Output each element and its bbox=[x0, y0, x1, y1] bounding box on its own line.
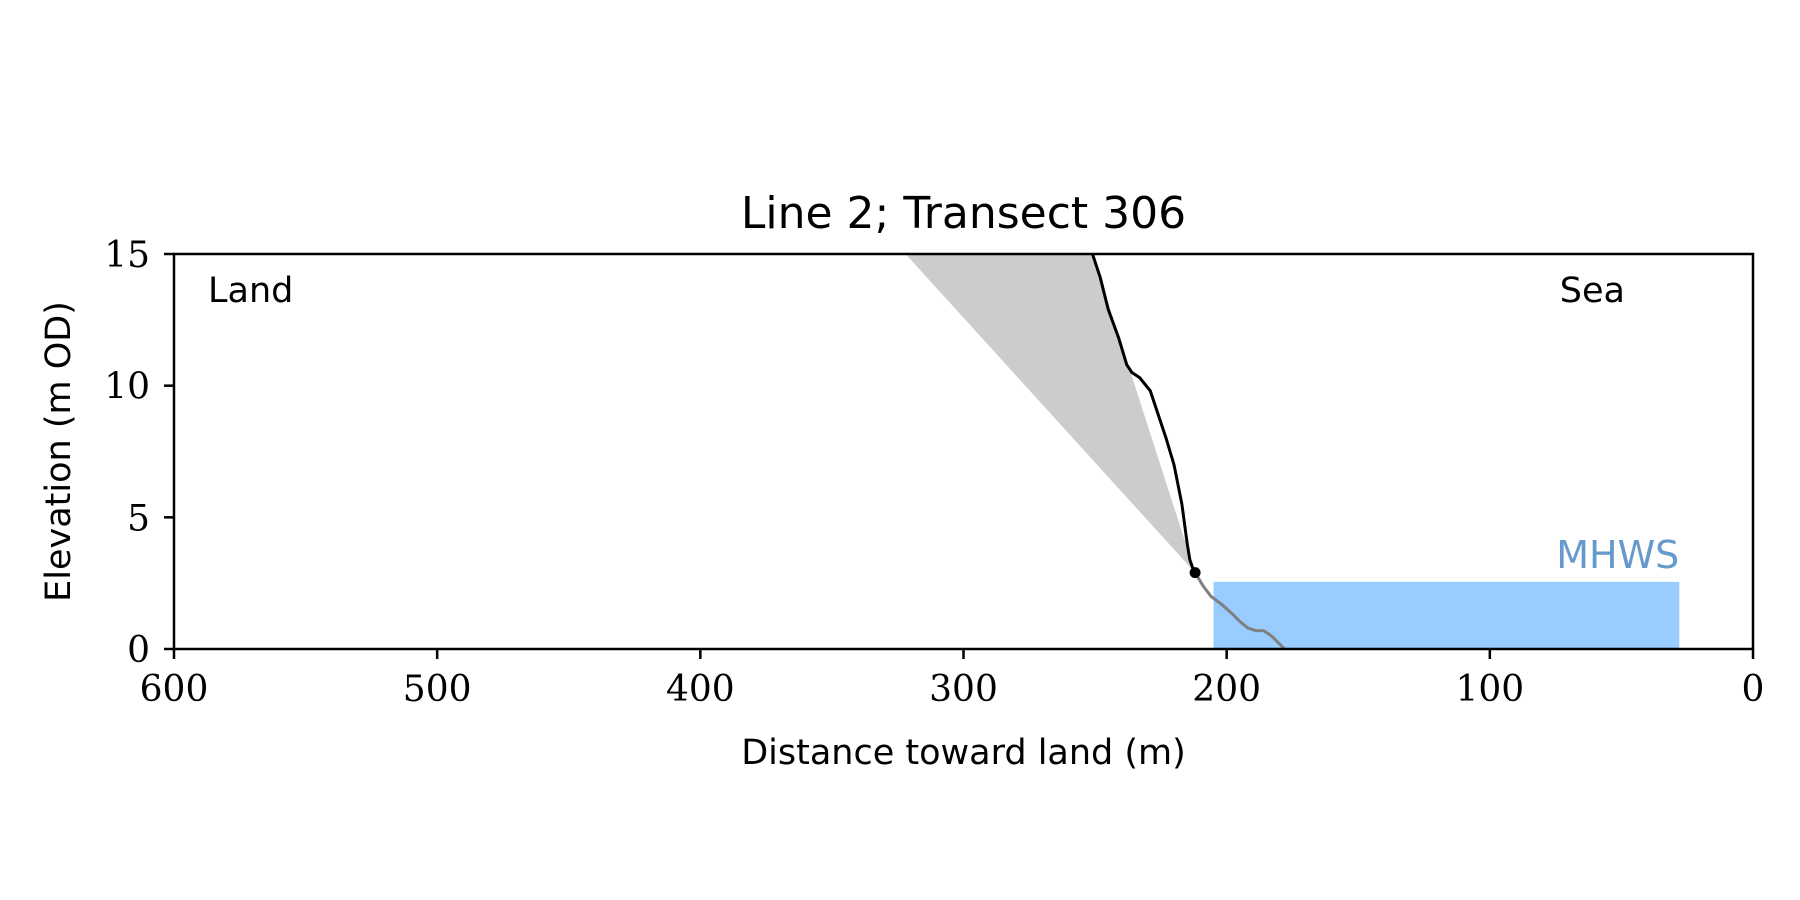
x-tick-label: 0 bbox=[1742, 669, 1765, 710]
plot-marks bbox=[905, 253, 1680, 651]
y-axis-label: Elevation (m OD) bbox=[39, 301, 79, 602]
sea-label: Sea bbox=[1560, 271, 1625, 311]
x-tick-label: 100 bbox=[1455, 669, 1524, 710]
y-tick-label: 5 bbox=[127, 498, 150, 539]
cliff-toe-point bbox=[1189, 567, 1201, 579]
y-tick-label: 10 bbox=[104, 367, 150, 408]
setback-area bbox=[905, 254, 1196, 573]
axis-ticks: 600 500 400 300 200 100 0 0 5 10 15 bbox=[104, 235, 1764, 710]
chart-title: Line 2; Transect 306 bbox=[741, 188, 1186, 239]
y-tick-label: 0 bbox=[127, 630, 150, 671]
x-tick-label: 300 bbox=[929, 669, 998, 710]
x-tick-label: 400 bbox=[666, 669, 735, 710]
x-tick-label: 600 bbox=[140, 669, 209, 710]
profile-line-lower bbox=[1193, 571, 1286, 651]
land-label: Land bbox=[208, 271, 293, 311]
mhws-water-area bbox=[1213, 581, 1680, 649]
x-tick-label: 200 bbox=[1192, 669, 1261, 710]
x-axis-label: Distance toward land (m) bbox=[741, 733, 1186, 773]
profile-line-upper bbox=[1091, 253, 1197, 574]
x-tick-label: 500 bbox=[403, 669, 472, 710]
mhws-label: MHWS bbox=[1556, 533, 1679, 577]
y-tick-label: 15 bbox=[104, 235, 150, 276]
